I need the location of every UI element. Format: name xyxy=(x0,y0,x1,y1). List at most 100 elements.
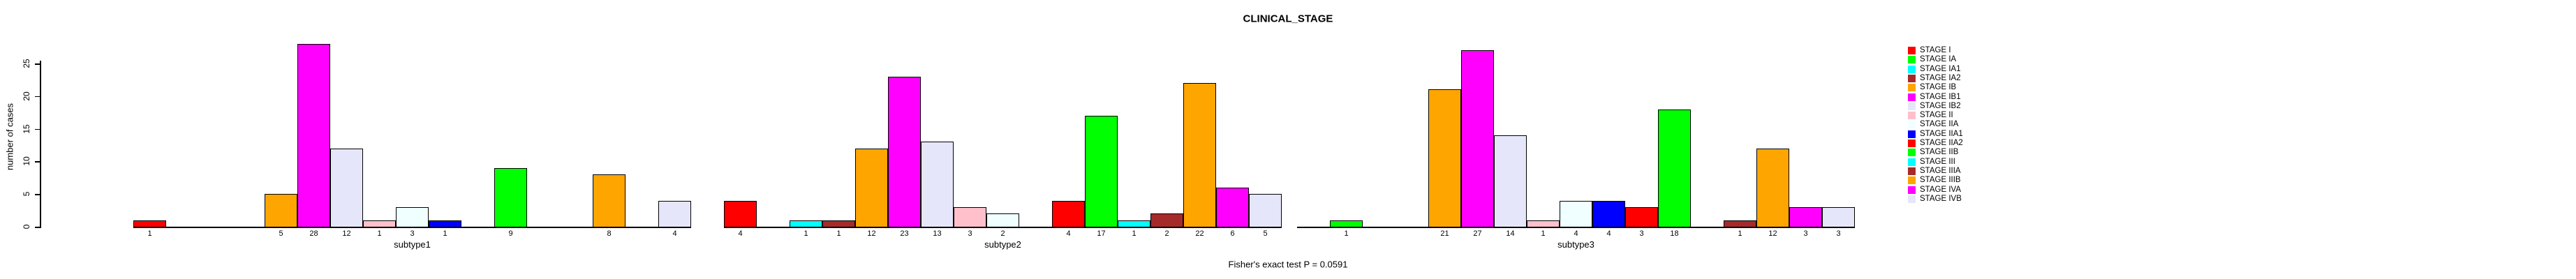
bar-value-label: 1 xyxy=(1541,229,1546,238)
bar-subtype3-stage-ivb xyxy=(1822,206,1855,228)
legend-swatch xyxy=(1908,121,1916,129)
y-tick xyxy=(35,128,40,130)
bar-value-label: 28 xyxy=(309,229,318,238)
bar-subtype3-stage-ib2 xyxy=(1494,135,1527,228)
legend-swatch xyxy=(1908,102,1916,110)
bar-value-label: 12 xyxy=(342,229,351,238)
bar-subtype3-stage-iiia xyxy=(1724,220,1756,228)
y-tick xyxy=(35,194,40,195)
bar-subtype2-stage-iiib xyxy=(1183,83,1216,228)
bar-subtype2-stage-iia2 xyxy=(1052,200,1085,228)
legend-swatch xyxy=(1908,149,1916,157)
bar-subtype3-stage-ib xyxy=(1428,89,1461,228)
bar-subtype2-stage-ii xyxy=(954,206,986,228)
legend-swatch xyxy=(1908,158,1916,166)
bar-value-label: 23 xyxy=(900,229,909,238)
bar-value-label: 27 xyxy=(1473,229,1482,238)
bar-value-label: 21 xyxy=(1440,229,1449,238)
bar-subtype1-stage-iia xyxy=(396,206,429,228)
bar-value-label: 3 xyxy=(410,229,415,238)
bar-value-label: 4 xyxy=(1574,229,1578,238)
y-tick xyxy=(35,227,40,228)
bar-value-label: 4 xyxy=(1066,229,1071,238)
bar-value-label: 12 xyxy=(867,229,876,238)
bar-value-label: 4 xyxy=(672,229,677,238)
bar-subtype3-stage-iva xyxy=(1789,206,1822,228)
bar-subtype2-stage-iii xyxy=(1118,220,1150,228)
bar-value-label: 1 xyxy=(377,229,382,238)
y-tick-label: 15 xyxy=(22,123,31,134)
bar-subtype1-stage-ivb xyxy=(658,200,691,228)
legend-label: STAGE IIIB xyxy=(1920,176,1961,185)
bar-subtype1-stage-ib1 xyxy=(297,43,330,228)
legend-swatch xyxy=(1908,93,1916,101)
legend-swatch xyxy=(1908,140,1916,147)
legend-label: STAGE III xyxy=(1920,157,1955,166)
bar-subtype3-stage-iib xyxy=(1658,109,1691,228)
legend-label: STAGE IIA2 xyxy=(1920,139,1963,147)
bar-subtype2-stage-i xyxy=(724,200,757,228)
legend-swatch xyxy=(1908,65,1916,73)
bar-value-label: 1 xyxy=(836,229,841,238)
bar-subtype3-stage-ii xyxy=(1527,220,1560,228)
bar-subtype2-stage-ivb xyxy=(1249,194,1282,228)
bar-subtype3-stage-iia2 xyxy=(1625,206,1658,228)
bar-value-label: 3 xyxy=(1803,229,1808,238)
bar-value-label: 3 xyxy=(1836,229,1841,238)
y-axis-line xyxy=(40,61,41,228)
bar-value-label: 22 xyxy=(1195,229,1204,238)
legend-label: STAGE IIA xyxy=(1920,120,1959,129)
bar-value-label: 6 xyxy=(1230,229,1235,238)
bar-subtype3-stage-iiib xyxy=(1756,148,1789,228)
bar-value-label: 12 xyxy=(1768,229,1777,238)
legend-swatch xyxy=(1908,130,1916,138)
bar-subtype3-stage-ia xyxy=(1330,220,1363,228)
bar-value-label: 8 xyxy=(607,229,612,238)
legend-swatch xyxy=(1908,47,1916,54)
legend-label: STAGE I xyxy=(1920,46,1951,54)
legend-label: STAGE IA xyxy=(1920,55,1957,64)
bar-value-label: 1 xyxy=(1344,229,1349,238)
bar-subtype1-stage-ib2 xyxy=(330,148,363,228)
legend-swatch xyxy=(1908,186,1916,194)
bar-value-label: 18 xyxy=(1670,229,1679,238)
bar-value-label: 9 xyxy=(508,229,513,238)
y-tick xyxy=(35,96,40,98)
y-axis-label: number of cases xyxy=(4,103,15,171)
bar-value-label: 5 xyxy=(1263,229,1268,238)
bar-value-label: 4 xyxy=(1606,229,1611,238)
legend-swatch xyxy=(1908,74,1916,82)
y-tick-label: 5 xyxy=(22,191,31,197)
legend-label: STAGE IA1 xyxy=(1920,64,1961,73)
fisher-test-footer: Fisher's exact test P = 0.0591 xyxy=(1228,259,1348,270)
legend-label: STAGE IVB xyxy=(1920,194,1962,203)
x-group-label-subtype3: subtype3 xyxy=(1557,239,1594,250)
legend-label: STAGE IB xyxy=(1920,83,1957,92)
bar-value-label: 3 xyxy=(968,229,972,238)
bar-subtype1-stage-ii xyxy=(363,220,396,228)
bar-subtype2-stage-iia xyxy=(986,213,1019,228)
legend-label: STAGE IVA xyxy=(1920,185,1962,194)
bar-subtype2-stage-iiia xyxy=(1150,213,1183,228)
legend-label: STAGE IA2 xyxy=(1920,73,1961,82)
y-tick-label: 25 xyxy=(22,59,31,68)
bar-value-label: 13 xyxy=(933,229,942,238)
y-tick-label: 20 xyxy=(22,91,31,101)
legend-swatch xyxy=(1908,195,1916,203)
bar-value-label: 1 xyxy=(804,229,808,238)
bar-subtype3-stage-iia1 xyxy=(1592,200,1625,228)
bar-subtype3-stage-ib1 xyxy=(1461,50,1494,228)
bar-value-label: 5 xyxy=(279,229,283,238)
bar-subtype2-stage-ib2 xyxy=(921,142,954,228)
bar-value-label: 1 xyxy=(443,229,447,238)
legend-label: STAGE IB2 xyxy=(1920,101,1961,110)
legend-label: STAGE II xyxy=(1920,111,1953,120)
bar-value-label: 2 xyxy=(1000,229,1005,238)
legend-swatch xyxy=(1908,176,1916,185)
bar-subtype1-stage-iia1 xyxy=(429,220,461,228)
bar-value-label: 2 xyxy=(1164,229,1169,238)
legend-label: STAGE IIB xyxy=(1920,148,1959,157)
legend-label: STAGE IIIA xyxy=(1920,166,1961,175)
bar-subtype1-stage-ib xyxy=(265,194,297,228)
bar-value-label: 1 xyxy=(1738,229,1742,238)
